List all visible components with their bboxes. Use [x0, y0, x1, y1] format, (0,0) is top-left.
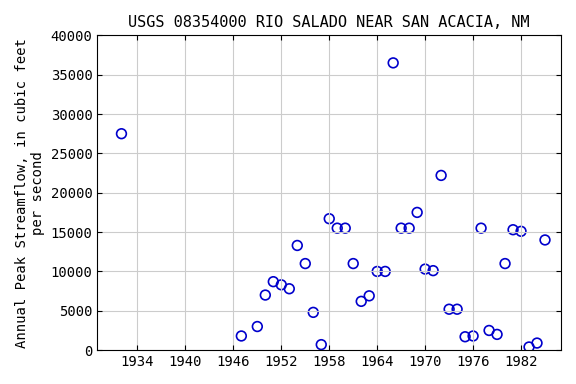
Point	[348, 260, 358, 266]
Point	[301, 260, 310, 266]
Point	[293, 242, 302, 248]
Point	[285, 286, 294, 292]
Point	[492, 331, 502, 338]
Point	[396, 225, 406, 231]
Y-axis label: Annual Peak Streamflow, in cubic feet
per second: Annual Peak Streamflow, in cubic feet pe…	[15, 38, 45, 348]
Point	[373, 268, 382, 275]
Point	[420, 266, 430, 272]
Point	[117, 131, 126, 137]
Point	[501, 260, 510, 266]
Point	[517, 228, 526, 234]
Point	[261, 292, 270, 298]
Point	[381, 268, 390, 275]
Point	[524, 344, 533, 350]
Point	[237, 333, 246, 339]
Point	[389, 60, 398, 66]
Point	[357, 298, 366, 305]
Point	[276, 282, 286, 288]
Title: USGS 08354000 RIO SALADO NEAR SAN ACACIA, NM: USGS 08354000 RIO SALADO NEAR SAN ACACIA…	[128, 15, 530, 30]
Point	[317, 341, 326, 348]
Point	[404, 225, 414, 231]
Point	[437, 172, 446, 179]
Point	[268, 279, 278, 285]
Point	[253, 323, 262, 329]
Point	[532, 340, 541, 346]
Point	[429, 268, 438, 274]
Point	[476, 225, 486, 231]
Point	[460, 334, 469, 340]
Point	[340, 225, 350, 231]
Point	[309, 309, 318, 315]
Point	[412, 209, 422, 215]
Point	[468, 333, 478, 339]
Point	[509, 227, 518, 233]
Point	[365, 293, 374, 299]
Point	[540, 237, 550, 243]
Point	[325, 216, 334, 222]
Point	[445, 306, 454, 312]
Point	[484, 328, 494, 334]
Point	[332, 225, 342, 231]
Point	[453, 306, 462, 312]
